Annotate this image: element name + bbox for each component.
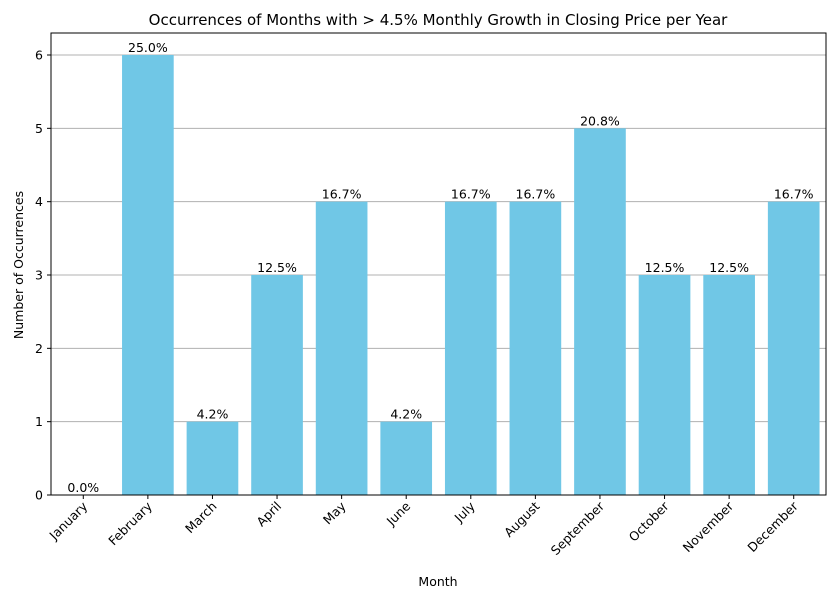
bar (315, 201, 368, 495)
bar (122, 55, 174, 495)
y-tick-label: 2 (35, 341, 43, 356)
bar-data-label: 12.5% (257, 260, 297, 275)
data-labels: 0.0% 25.0% 4.2% 12.5% 16.7% 4.2% 16.7% 16.7% 20.… (67, 40, 813, 495)
grid-lines (51, 54, 826, 496)
y-tick-label: 5 (35, 121, 43, 136)
x-tick-label: November (680, 498, 737, 555)
bar (186, 421, 239, 495)
plot-area-frame (50, 32, 827, 496)
y-axis-ticks: 0 1 2 3 4 5 6 (35, 48, 51, 503)
bar (251, 275, 303, 495)
x-tick-label: January (46, 498, 91, 543)
y-axis-label: Number of Occurrences (11, 191, 26, 339)
x-tick-label: July (451, 498, 479, 526)
y-tick-label: 4 (35, 194, 43, 209)
bar (509, 201, 562, 495)
x-axis-ticks: January February March April May June July Augu… (46, 495, 801, 558)
x-tick-label: May (320, 498, 349, 527)
y-tick-label: 6 (35, 48, 43, 63)
bar (767, 201, 820, 495)
x-tick-label: October (626, 498, 673, 545)
bar-data-label: 16.7% (516, 187, 556, 202)
y-tick-label: 3 (35, 268, 43, 283)
y-tick-label: 0 (35, 488, 43, 503)
y-tick-label: 1 (35, 414, 43, 429)
bar-data-label: 0.0% (67, 480, 99, 495)
bar (638, 275, 691, 495)
bar-data-label: 4.2% (390, 407, 422, 422)
bar (380, 421, 433, 495)
bar (703, 275, 755, 495)
x-axis-label: Month (418, 574, 457, 589)
bar (444, 201, 497, 495)
x-tick-label: June (383, 498, 414, 529)
x-tick-label: September (548, 498, 608, 558)
bar-data-label: 25.0% (128, 40, 168, 55)
bar-data-label: 16.7% (322, 187, 362, 202)
bars (122, 55, 820, 496)
x-tick-label: April (253, 499, 284, 530)
x-tick-label: December (744, 498, 801, 555)
x-tick-label: March (182, 499, 220, 537)
bar-data-label: 20.8% (580, 113, 620, 128)
bar-data-label: 12.5% (645, 260, 685, 275)
bar-data-label: 4.2% (197, 407, 229, 422)
bar-data-label: 12.5% (709, 260, 749, 275)
bar (574, 128, 626, 496)
x-tick-label: February (105, 498, 155, 548)
bar-data-label: 16.7% (451, 187, 491, 202)
x-tick-label: August (501, 498, 543, 540)
chart-title: Occurrences of Months with > 4.5% Monthl… (149, 11, 729, 29)
bar-data-label: 16.7% (774, 187, 814, 202)
